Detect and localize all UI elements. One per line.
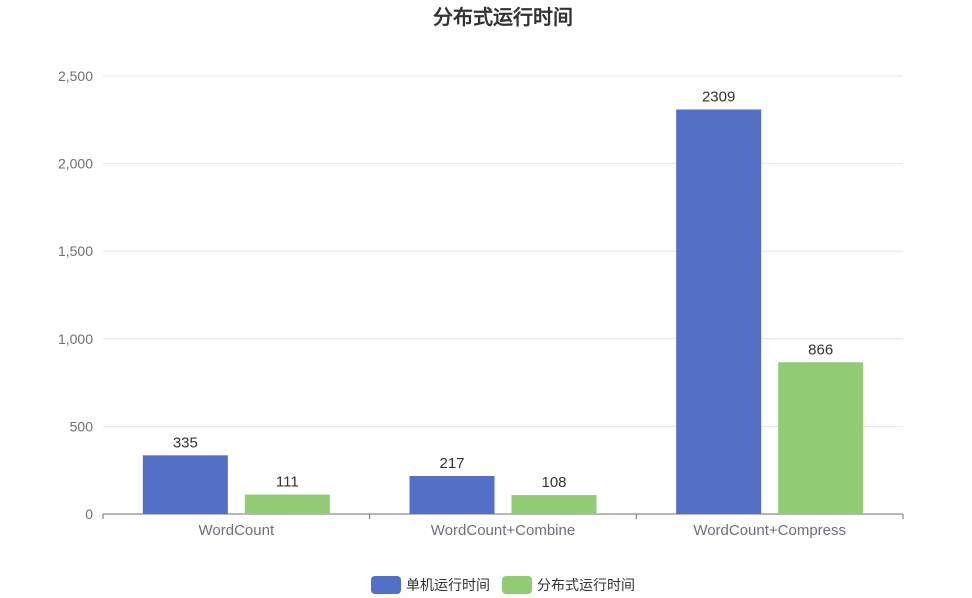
bar[interactable] [244, 494, 330, 514]
y-tick-label: 1,000 [58, 331, 93, 347]
chart-title: 分布式运行时间 [433, 5, 573, 29]
bar[interactable] [142, 455, 228, 514]
bar[interactable] [409, 475, 495, 514]
legend-label: 分布式运行时间 [537, 578, 635, 594]
y-tick-label: 500 [70, 418, 94, 434]
data-label: 111 [276, 474, 299, 491]
legend-swatch [502, 576, 532, 594]
y-tick-label: 2,000 [58, 156, 93, 172]
y-axis: 0 500 1,000 1,500 2,000 2,500 [58, 68, 93, 522]
bars [142, 109, 864, 515]
data-label: 866 [808, 341, 833, 358]
data-label: 108 [541, 474, 566, 491]
data-label: 335 [173, 434, 198, 451]
y-tick-label: 0 [85, 506, 93, 522]
y-tick-label: 1,500 [58, 243, 93, 259]
bar[interactable] [676, 109, 762, 515]
data-label: 2309 [702, 88, 735, 105]
x-tick-label: WordCount [199, 522, 275, 539]
legend-item[interactable]: 单机运行时间 [371, 576, 490, 594]
data-label: 217 [439, 455, 464, 472]
x-axis: WordCount WordCount+Combine WordCount+Comp… [102, 513, 904, 539]
grid-lines [103, 75, 903, 427]
legend-item[interactable]: 分布式运行时间 [502, 576, 635, 594]
data-labels: 335 217 2309 111 108 866 [173, 88, 833, 491]
x-tick-label: WordCount+Compress [693, 522, 846, 539]
legend-swatch [371, 576, 401, 594]
y-tick-label: 2,500 [58, 68, 93, 84]
x-tick-label: WordCount+Combine [431, 522, 575, 539]
legend-label: 单机运行时间 [406, 578, 490, 594]
bar[interactable] [511, 495, 597, 514]
legend[interactable]: 单机运行时间 分布式运行时间 [371, 576, 635, 594]
bar[interactable] [778, 362, 864, 514]
